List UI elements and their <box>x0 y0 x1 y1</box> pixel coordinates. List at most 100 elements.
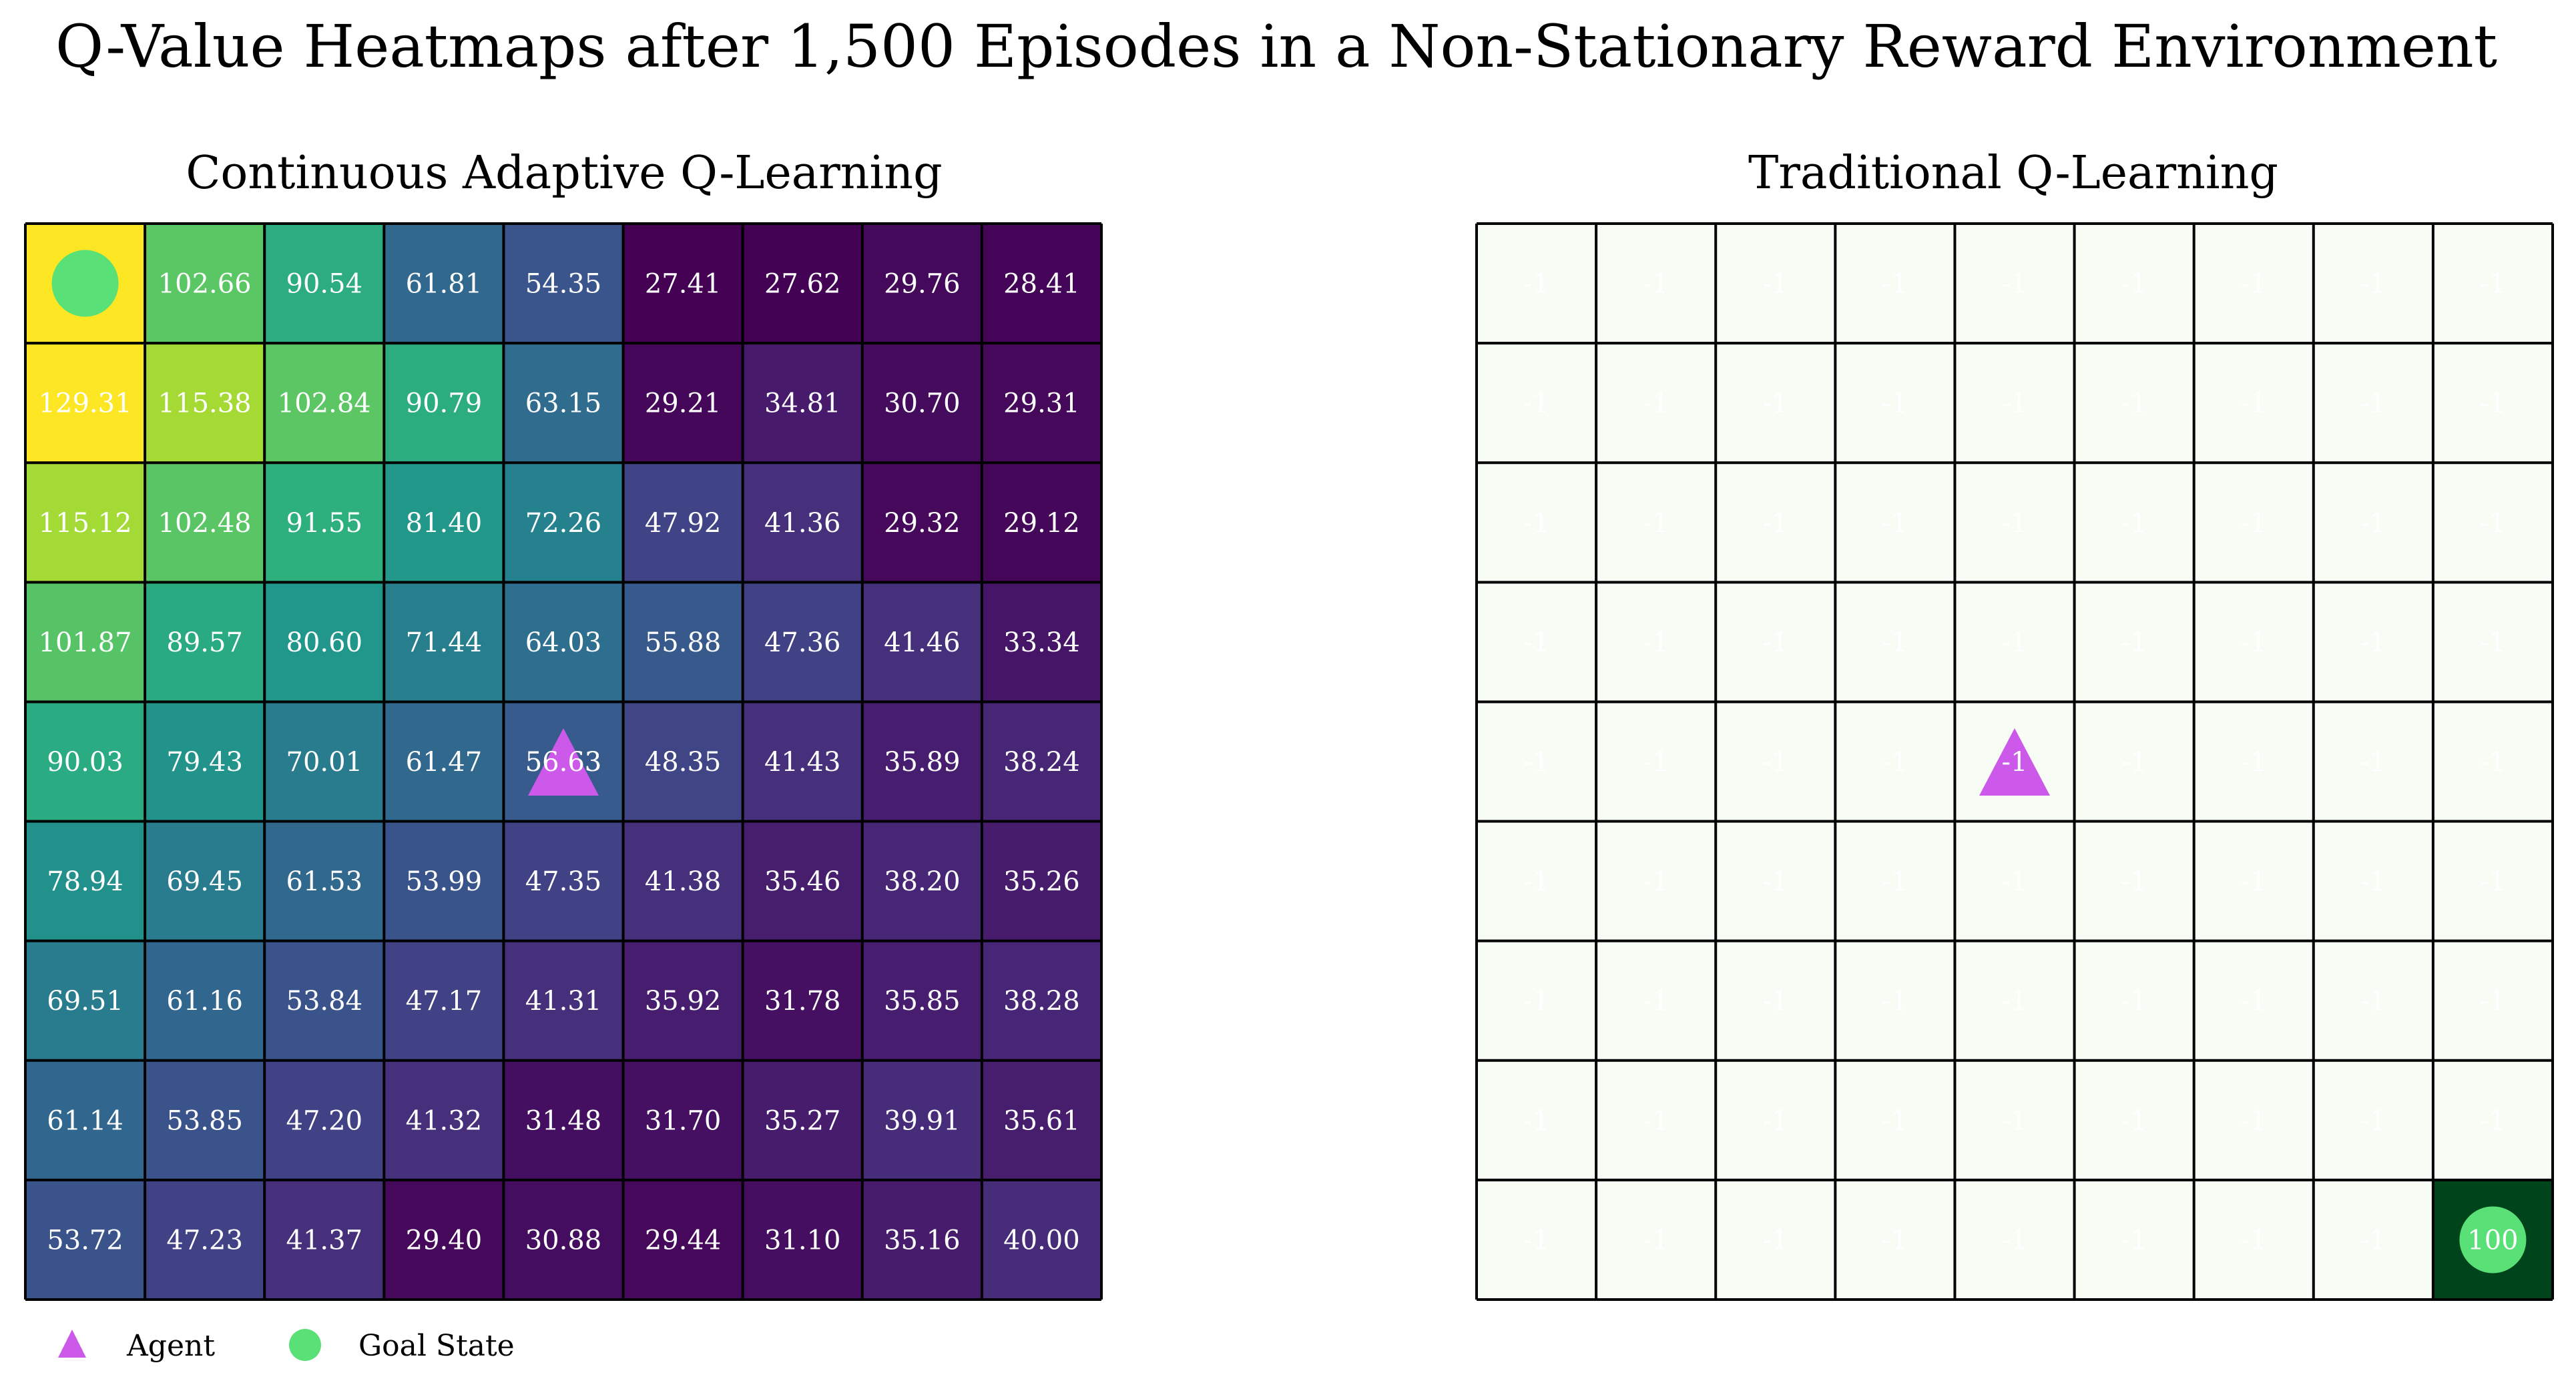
traditional-heatmap-cell <box>1477 702 1597 822</box>
adaptive-heatmap-cell <box>623 1060 743 1180</box>
traditional-heatmap-cell <box>2432 343 2553 463</box>
traditional-cell-value-label: -1 <box>2121 627 2147 658</box>
traditional-heatmap-cell <box>1716 702 1836 822</box>
traditional-heatmap-cell <box>2074 702 2194 822</box>
adaptive-cell-value-label: 41.32 <box>406 1105 483 1136</box>
adaptive-heatmap-cell <box>25 582 146 702</box>
adaptive-heatmap-cell <box>264 821 384 941</box>
traditional-heatmap-cell <box>2432 702 2553 822</box>
adaptive-cell-value-label: 115.38 <box>158 388 252 419</box>
traditional-heatmap-labels: -1 -1 -1 -1 -1 -1 -1 -1 -1 -1 -1 -1 -1 -1 -1 -1 -1 -1 -1 -1… <box>1523 269 2519 1256</box>
traditional-cell-value-label: -1 <box>2121 866 2147 897</box>
traditional-heatmap-cell <box>2074 224 2194 344</box>
adaptive-cell-value-label: 29.76 <box>884 269 961 300</box>
adaptive-heatmap-cell <box>503 1060 623 1180</box>
traditional-heatmap-cell <box>2432 940 2553 1061</box>
traditional-cell-value-label: -1 <box>1523 627 1549 658</box>
traditional-cell-value-label: -1 <box>1762 388 1788 419</box>
adaptive-heatmap-cell <box>981 463 1101 583</box>
adaptive-heatmap-cell <box>145 463 265 583</box>
adaptive-cell-value-label: 47.35 <box>525 866 602 897</box>
traditional-heatmap-cell <box>1596 702 1716 822</box>
traditional-cell-value-label: -1 <box>1762 986 1788 1017</box>
traditional-cell-value-label: -1 <box>1643 627 1669 658</box>
adaptive-cell-value-label: 54.35 <box>525 269 602 300</box>
traditional-cell-value-label: -1 <box>1643 508 1669 539</box>
adaptive-heatmap-cell <box>742 582 862 702</box>
adaptive-cell-value-label: 31.10 <box>764 1225 841 1255</box>
traditional-cell-value-label: -1 <box>2480 388 2506 419</box>
legend-goal-circle-icon <box>289 1329 321 1361</box>
traditional-cell-value-label: -1 <box>1643 388 1669 419</box>
traditional-cell-value-label: -1 <box>1882 1225 1908 1255</box>
traditional-heatmap-cell <box>1835 224 1955 344</box>
adaptive-cell-value-label: 61.53 <box>286 866 363 897</box>
traditional-cell-value-label: -1 <box>2002 627 2028 658</box>
traditional-goal-state-marker <box>2459 1206 2527 1274</box>
adaptive-heatmap-cell <box>25 463 146 583</box>
adaptive-cell-value-label: 47.17 <box>406 986 483 1017</box>
adaptive-cell-value-label: 53.85 <box>166 1105 243 1136</box>
adaptive-cell-value-label: 70.01 <box>286 747 363 778</box>
traditional-heatmap-cell <box>1835 343 1955 463</box>
traditional-heatmap-cell <box>2313 343 2433 463</box>
traditional-heatmap-cell <box>1716 463 1836 583</box>
traditional-heatmap-cell <box>1955 1060 2075 1180</box>
traditional-cell-value-label: -1 <box>2002 388 2028 419</box>
adaptive-cell-value-label: 31.70 <box>645 1105 722 1136</box>
traditional-cell-value-label: -1 <box>1523 269 1549 300</box>
traditional-cell-value-label: -1 <box>1523 1105 1549 1136</box>
traditional-cell-value-label: -1 <box>1643 269 1669 300</box>
traditional-heatmap-cell <box>1716 1060 1836 1180</box>
adaptive-heatmap-cell <box>25 343 146 463</box>
adaptive-heatmap-cell <box>862 940 982 1061</box>
traditional-cell-value-label: -1 <box>2241 269 2267 300</box>
traditional-cell-value-label: -1 <box>2121 1225 2147 1255</box>
adaptive-cell-value-label: 90.54 <box>286 269 363 300</box>
traditional-cell-value-label: -1 <box>2241 508 2267 539</box>
adaptive-cell-value-label: 29.31 <box>1003 388 1080 419</box>
adaptive-cell-value-label: 91.55 <box>286 508 363 539</box>
traditional-cell-value-label: -1 <box>1643 747 1669 778</box>
adaptive-cell-value-label: 61.16 <box>166 986 243 1017</box>
traditional-heatmap-cell <box>1596 343 1716 463</box>
adaptive-cell-value-label: 80.60 <box>286 627 363 658</box>
adaptive-heatmap-cell <box>742 1060 862 1180</box>
traditional-marker-cell-value-label: 100 <box>2467 1225 2518 1255</box>
traditional-heatmap-gridlines <box>1475 222 2554 1301</box>
traditional-heatmap-cell <box>1716 343 1836 463</box>
traditional-cell-value-label: -1 <box>2121 747 2147 778</box>
adaptive-heatmap-cell <box>862 1179 982 1300</box>
adaptive-cell-value-label: 35.61 <box>1003 1105 1080 1136</box>
adaptive-heatmap-gridlines <box>24 222 1103 1301</box>
traditional-heatmap-cell <box>2074 463 2194 583</box>
traditional-heatmap-cell <box>1477 1060 1597 1180</box>
traditional-heatmap-cell <box>2074 1060 2194 1180</box>
traditional-heatmap-cell <box>1955 1179 2075 1300</box>
traditional-q-learning-panel: Traditional Q-Learning -1 -1 -1 -1 -1 -1 -1 -1-… <box>1475 147 2554 1301</box>
traditional-cell-value-label: -1 <box>1523 986 1549 1017</box>
traditional-heatmap-cell <box>2313 1060 2433 1180</box>
adaptive-agent-marker <box>528 728 599 796</box>
adaptive-cell-value-label: 47.23 <box>166 1225 243 1255</box>
traditional-heatmap-cell <box>1955 821 2075 941</box>
traditional-cell-value-label: -1 <box>2360 627 2386 658</box>
traditional-heatmap-cell <box>2313 940 2433 1061</box>
traditional-cell-value-label: -1 <box>2241 627 2267 658</box>
traditional-cell-value-label: -1 <box>2121 508 2147 539</box>
traditional-heatmap-cell <box>2313 582 2433 702</box>
traditional-heatmap-cell <box>1477 343 1597 463</box>
adaptive-cell-value-label: 29.40 <box>406 1225 483 1255</box>
traditional-cell-value-label: -1 <box>1762 747 1788 778</box>
traditional-cell-value-label: -1 <box>1882 269 1908 300</box>
traditional-cell-value-label: -1 <box>2241 866 2267 897</box>
adaptive-heatmap-cell <box>145 821 265 941</box>
adaptive-cell-value-label: 69.45 <box>166 866 243 897</box>
adaptive-heatmap-cell <box>25 821 146 941</box>
adaptive-heatmap-cell <box>384 224 504 344</box>
adaptive-cell-value-label: 34.81 <box>764 388 841 419</box>
adaptive-cell-value-label: 35.85 <box>884 986 961 1017</box>
adaptive-heatmap-cell <box>742 224 862 344</box>
adaptive-cell-value-label: 30.70 <box>884 388 961 419</box>
